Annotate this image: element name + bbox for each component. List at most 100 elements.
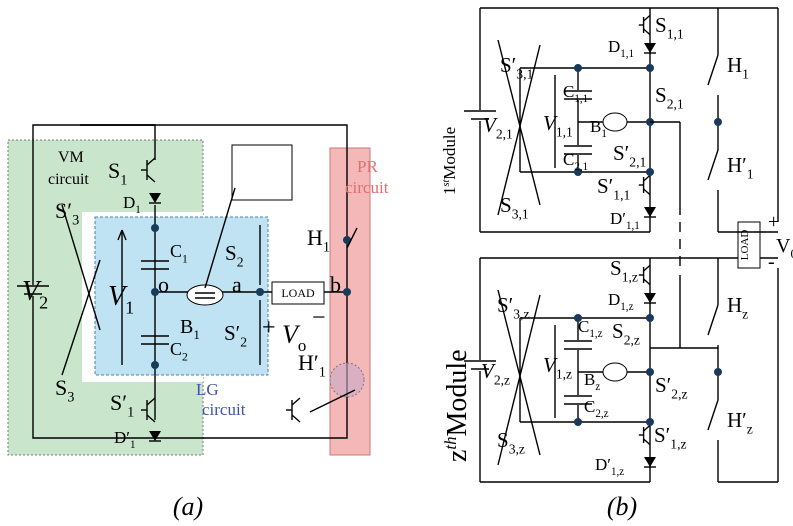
label-sub: 3 bbox=[72, 213, 79, 229]
label-sub: 2,z bbox=[671, 386, 687, 401]
label: VM bbox=[58, 149, 84, 166]
label: 1stModule bbox=[440, 127, 459, 195]
node bbox=[646, 368, 654, 376]
label-main: S bbox=[225, 241, 237, 265]
label-main: S′ bbox=[110, 390, 127, 415]
label-sub: 1,z bbox=[556, 366, 572, 381]
label-main: S′ bbox=[597, 174, 613, 198]
label-main: S′ bbox=[655, 373, 671, 397]
label-main: LOAD bbox=[739, 230, 751, 261]
label-sub: 2,1 bbox=[574, 161, 588, 173]
wire bbox=[708, 150, 718, 180]
label-main: H′ bbox=[298, 350, 319, 375]
bridge bbox=[232, 145, 292, 200]
label-sub: 2 bbox=[39, 292, 48, 312]
label-sub: 1,z bbox=[620, 301, 633, 313]
label-main: circuit bbox=[345, 178, 389, 197]
label-sub: 1 bbox=[323, 240, 330, 256]
label-main: C bbox=[584, 397, 595, 416]
label-main: + bbox=[262, 315, 276, 341]
label-main: S′ bbox=[613, 141, 629, 165]
label: S′2,1 bbox=[613, 141, 646, 169]
label-main: H′ bbox=[727, 408, 747, 432]
label-sub: 3 bbox=[67, 390, 74, 406]
label: zthModule bbox=[441, 349, 473, 462]
label-main: S bbox=[612, 319, 624, 343]
label-main: z bbox=[442, 450, 473, 462]
label-main: S′ bbox=[654, 423, 670, 447]
label: H1 bbox=[307, 225, 330, 256]
h-switch-ring bbox=[330, 363, 364, 397]
label-sub: 1 bbox=[135, 204, 141, 216]
label-main: circuit bbox=[202, 400, 246, 419]
wire bbox=[708, 305, 718, 335]
label: PR bbox=[357, 157, 378, 176]
label-main: D′ bbox=[595, 455, 611, 474]
label: D1,z bbox=[608, 290, 634, 313]
label-main: H bbox=[727, 293, 742, 317]
node bbox=[714, 368, 722, 376]
diode bbox=[644, 293, 656, 303]
label-main: C bbox=[170, 339, 182, 359]
wire bbox=[644, 439, 650, 445]
label-main: D bbox=[608, 37, 620, 56]
wire bbox=[644, 15, 650, 21]
label-rest: Module bbox=[442, 349, 473, 436]
wire bbox=[644, 265, 650, 271]
label-sub: 1,z bbox=[622, 269, 638, 284]
label-sub: 1,z bbox=[611, 466, 624, 478]
label-main: S′ bbox=[224, 321, 240, 345]
label-main: C bbox=[578, 317, 589, 336]
label: a bbox=[232, 272, 242, 297]
label-main: S bbox=[610, 256, 622, 280]
label: S′1,z bbox=[654, 423, 687, 451]
node bbox=[714, 118, 722, 126]
label-sub: 1 bbox=[193, 327, 200, 342]
label-main: S bbox=[655, 83, 667, 107]
label-sub: 3,1 bbox=[512, 206, 529, 221]
label-sub: 1 bbox=[742, 66, 749, 81]
label-sub: 1,1 bbox=[626, 220, 640, 232]
label-main: S bbox=[108, 158, 120, 183]
label-main: C bbox=[563, 150, 574, 169]
label-sub: 3,z bbox=[513, 306, 529, 321]
label-sub: 2 bbox=[182, 350, 188, 363]
label: H′z bbox=[727, 408, 753, 436]
label-main: S′ bbox=[55, 198, 72, 223]
wire bbox=[644, 29, 650, 35]
label: H1 bbox=[727, 53, 749, 81]
label-main: H bbox=[307, 225, 323, 250]
label: LOAD bbox=[739, 230, 751, 261]
label: S2,z bbox=[612, 319, 640, 347]
label-main: D′ bbox=[610, 209, 626, 228]
label-sub: 1,1 bbox=[574, 93, 588, 105]
diode bbox=[644, 43, 656, 53]
node bbox=[151, 361, 159, 369]
label-main: - bbox=[768, 251, 775, 273]
label-main: H′ bbox=[727, 153, 747, 177]
label-main: o bbox=[158, 272, 169, 297]
label: C1,1 bbox=[563, 82, 588, 105]
label-main: C bbox=[170, 241, 182, 261]
node bbox=[646, 168, 654, 176]
circuit-figure: VMcircuitS1D1S′3V2V1C1oC2B1S2aS′2LOADb+V… bbox=[0, 0, 793, 526]
label-sub: 1 bbox=[120, 173, 127, 189]
wire bbox=[708, 400, 718, 430]
label: S′2,z bbox=[655, 373, 688, 401]
label-sub: 1 bbox=[127, 405, 134, 421]
wire bbox=[644, 279, 650, 285]
label: C1,z bbox=[578, 317, 603, 340]
label: LG bbox=[196, 380, 219, 399]
label-sub: 1,1 bbox=[556, 124, 573, 139]
label-sub: 1 bbox=[182, 252, 188, 265]
label: + bbox=[768, 211, 779, 233]
node bbox=[256, 288, 264, 296]
wire bbox=[644, 425, 650, 431]
label-main: S bbox=[55, 375, 67, 400]
node bbox=[343, 288, 351, 296]
node bbox=[646, 314, 654, 322]
label: circuit bbox=[202, 400, 246, 419]
label-sub: 1,1 bbox=[613, 187, 630, 202]
label-sub: 1 bbox=[125, 297, 134, 317]
caption: (b) bbox=[607, 492, 637, 521]
